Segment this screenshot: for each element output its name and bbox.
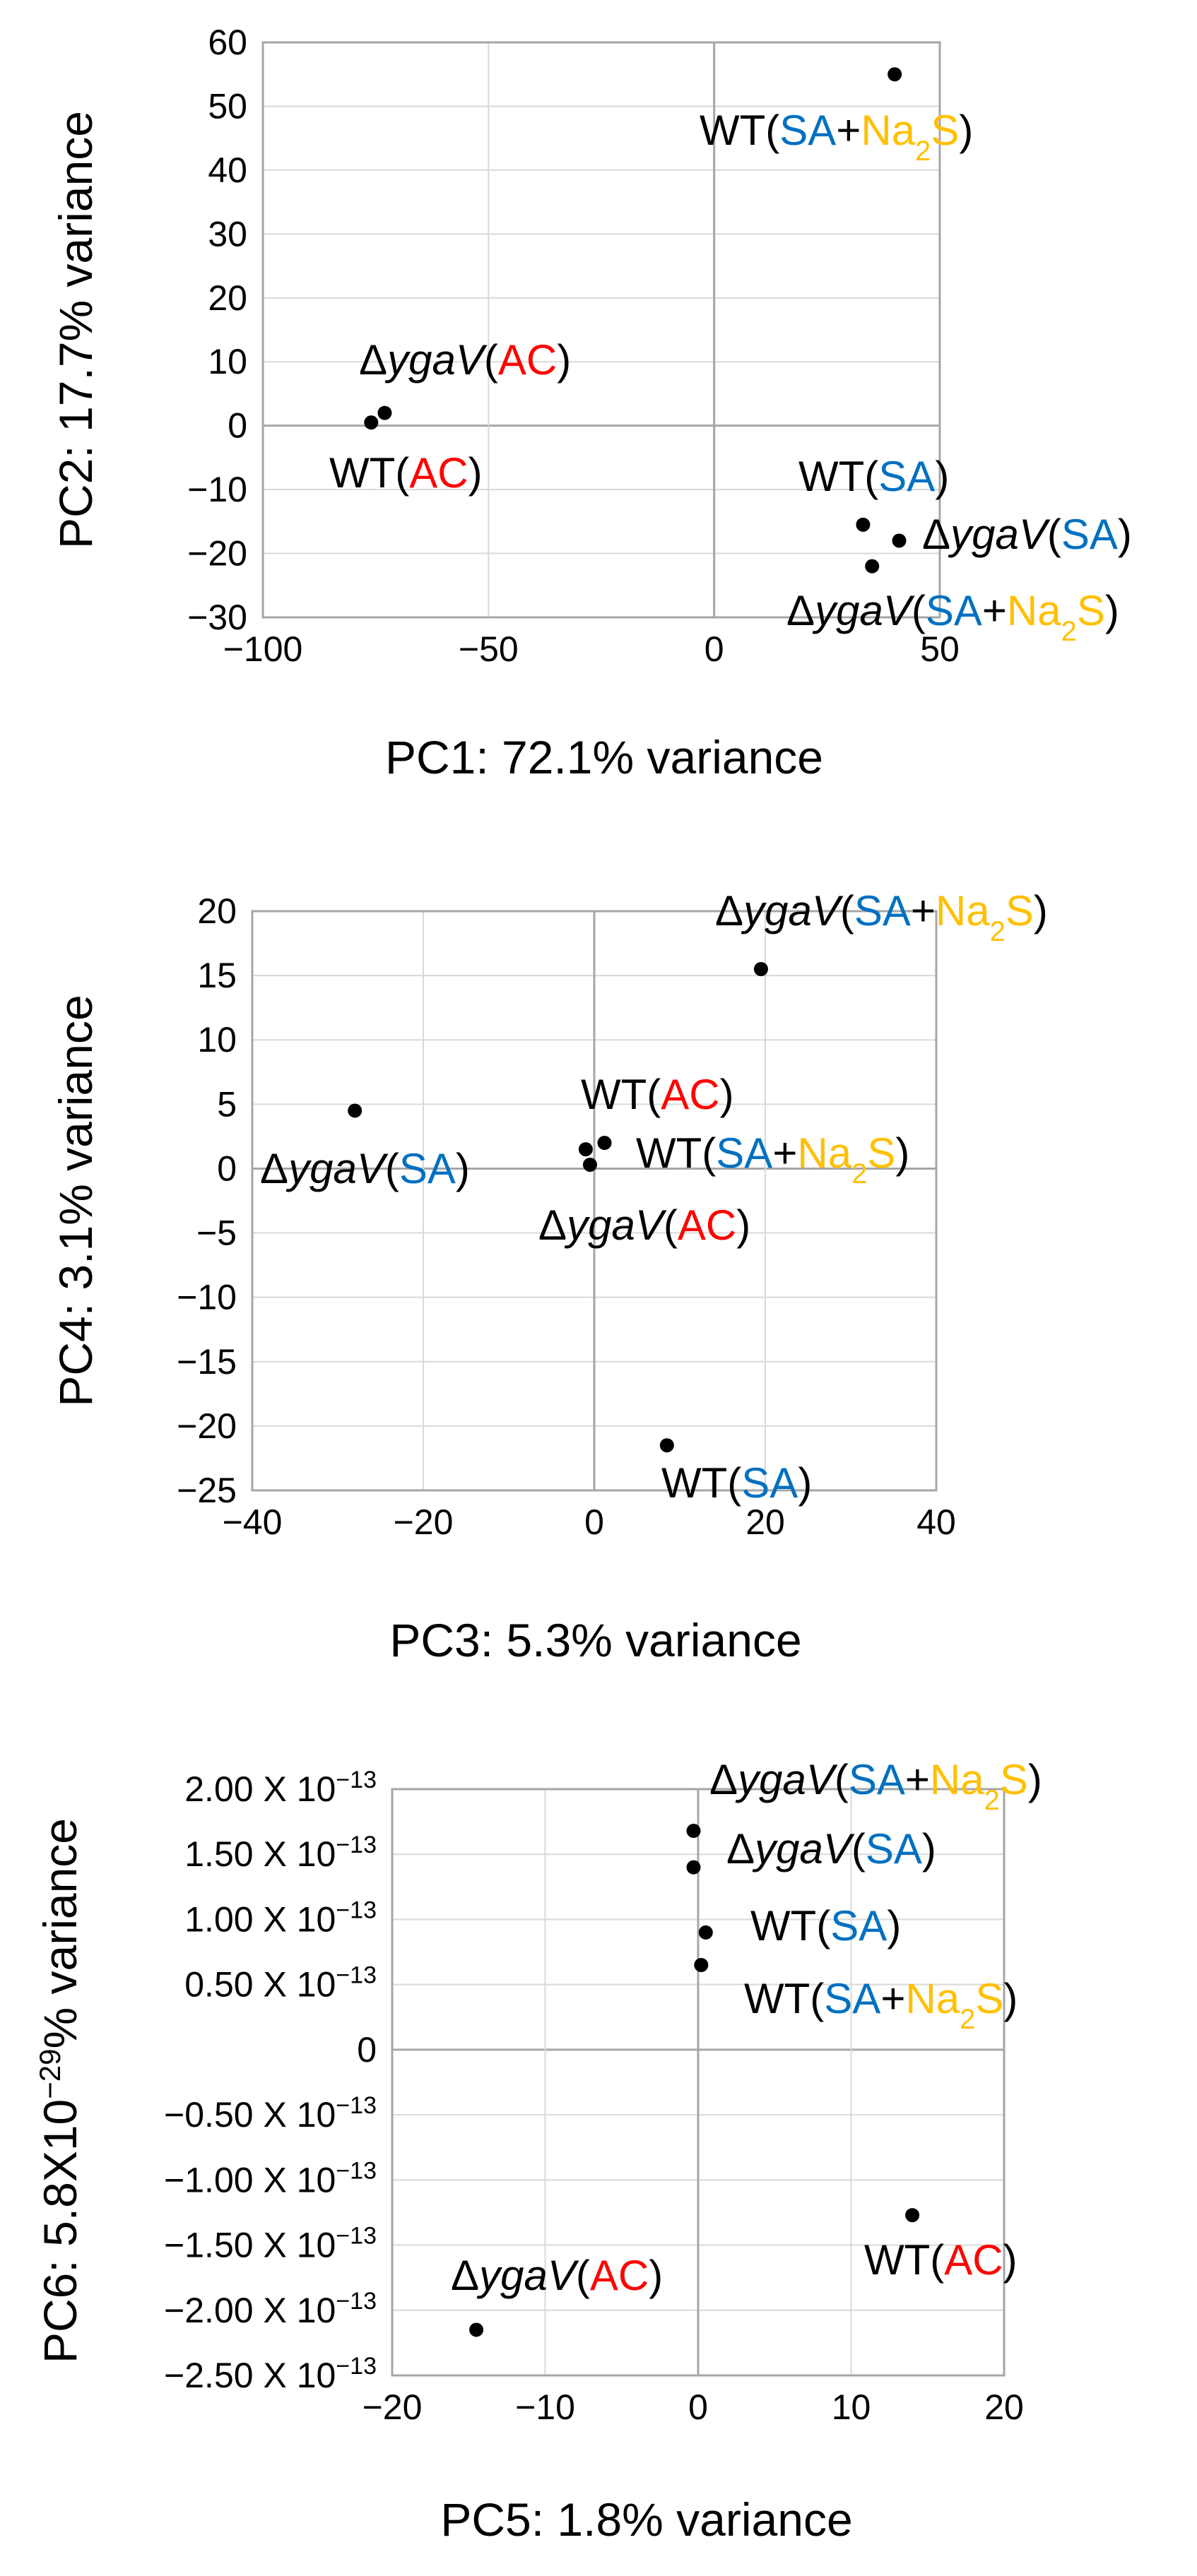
y-tick-label: −2.50 X 10−13 (164, 2353, 377, 2395)
panel-pc5-pc6: −20 −10 0 10 20 2.00 X 10−13 1.50 X 10−13 1.00 … (33, 1756, 1042, 2546)
point-label-dygav-sa: ΔygaV(SA) (922, 511, 1132, 558)
y-tick-label: 1.00 X 10−13 (184, 1897, 377, 1939)
data-point (597, 1136, 612, 1150)
plot-frame (261, 41, 941, 619)
data-point (905, 2208, 920, 2223)
x-tick-label: 0 (584, 1502, 604, 1542)
y-tick-label: −0.50 X 10−13 (164, 2092, 377, 2135)
data-point (377, 405, 392, 420)
y-tick-label: −20 (177, 1406, 237, 1446)
y-tick-label: 10 (197, 1020, 237, 1060)
y-tick-label: 10 (208, 342, 247, 381)
point-label-wt-ac: WT(AC) (581, 1071, 734, 1118)
y-tick-label: −25 (177, 1471, 237, 1510)
y-tick-label: −5 (196, 1213, 237, 1253)
x-axis-label: PC3: 5.3% variance (389, 1614, 801, 1666)
data-point (364, 415, 379, 430)
point-label-dygav-ac: ΔygaV(AC) (538, 1201, 750, 1249)
point-label-wt-sa-na2s: WT(SA+Na2S) (744, 1975, 1018, 2035)
panel-pc3-pc4: −40 −20 0 20 40 20 15 10 5 0 −5 −10 −15 −20 −25 PC4: 3… (49, 887, 1048, 1666)
data-point (892, 533, 907, 548)
y-axis-label: PC4: 3.1% variance (49, 995, 102, 1406)
y-tick-label: 20 (208, 278, 247, 318)
data-point (659, 1438, 674, 1453)
point-label-wt-ac: WT(AC) (329, 449, 483, 497)
y-tick-label: 40 (208, 150, 247, 190)
x-tick-label: 40 (916, 1502, 956, 1542)
y-tick-label: −10 (177, 1278, 237, 1317)
panel-pc1-pc2: −100 −50 0 50 60 50 40 30 20 10 0 −10 −20 −30 PC2: 17… (49, 23, 1132, 783)
point-label-dygav-sa: ΔygaV(SA) (726, 1825, 936, 1872)
x-tick-label: 50 (920, 629, 960, 669)
data-point (856, 517, 871, 532)
y-tick-label: 0.50 X 10−13 (184, 1962, 377, 2005)
x-axis-label: PC1: 72.1% variance (385, 731, 823, 783)
x-tick-label: 20 (745, 1502, 785, 1542)
x-tick-label: −50 (459, 629, 519, 669)
y-tick-label: −2.00 X 10−13 (164, 2288, 377, 2330)
y-tick-label: 0 (228, 406, 247, 446)
y-tick-label: 0 (357, 2030, 377, 2070)
x-tick-label: −100 (223, 629, 303, 669)
y-tick-label: −1.00 X 10−13 (164, 2157, 377, 2200)
y-tick-label: 20 (197, 891, 237, 931)
data-point (348, 1103, 362, 1118)
y-tick-label: 1.50 X 10−13 (184, 1832, 377, 1874)
point-label-wt-sa: WT(SA) (750, 1902, 901, 1949)
point-label-dygav-sa-na2s: ΔygaV(SA+Na2S) (715, 887, 1048, 947)
y-tick-label: 5 (217, 1084, 237, 1124)
x-tick-label: 10 (832, 2387, 871, 2427)
y-tick-label: −20 (187, 534, 247, 574)
y-tick-label: 2.00 X 10−13 (184, 1767, 377, 1809)
y-tick-label: 60 (208, 23, 247, 62)
point-label-dygav-sa-na2s: ΔygaV(SA+Na2S) (709, 1756, 1042, 1816)
y-tick-label: −30 (187, 598, 247, 637)
plot-frame (251, 910, 938, 1492)
data-point (888, 67, 902, 82)
y-axis-label: PC2: 17.7% variance (49, 111, 102, 549)
point-label-wt-sa-na2s: WT(SA+Na2S) (636, 1129, 909, 1189)
data-point (753, 962, 768, 976)
data-point (578, 1142, 593, 1157)
y-tick-label: −15 (177, 1342, 237, 1382)
point-label-dygav-ac: ΔygaV(AC) (359, 336, 571, 384)
data-point (582, 1157, 597, 1172)
y-tick-label: −10 (187, 470, 247, 509)
point-label-wt-sa: WT(SA) (798, 453, 949, 500)
x-axis-label: PC5: 1.8% variance (440, 2493, 852, 2546)
point-label-wt-sa: WT(SA) (661, 1459, 812, 1507)
y-axis-label: PC6: 5.8X10−29% variance (33, 1818, 87, 2363)
point-label-wt-ac: WT(AC) (864, 2236, 1018, 2284)
y-tick-label: 0 (217, 1148, 237, 1188)
data-point (694, 1958, 709, 1972)
x-tick-label: 0 (704, 629, 724, 669)
data-point (686, 1824, 701, 1839)
x-tick-label: 20 (984, 2387, 1024, 2427)
x-tick-label: −10 (515, 2387, 575, 2427)
x-tick-label: −40 (223, 1502, 283, 1542)
data-point (686, 1860, 701, 1875)
plot-frame (391, 1788, 1006, 2377)
data-point (469, 2322, 484, 2337)
y-tick-label: 30 (208, 214, 247, 254)
y-tick-label: 50 (208, 86, 247, 126)
y-tick-label: −1.50 X 10−13 (164, 2223, 377, 2265)
x-tick-label: 0 (688, 2387, 708, 2427)
x-tick-label: −20 (394, 1502, 454, 1542)
point-label-dygav-ac: ΔygaV(AC) (451, 2252, 663, 2299)
point-label-dygav-sa: ΔygaV(SA) (260, 1145, 470, 1192)
data-point (698, 1925, 713, 1940)
data-point (865, 559, 880, 574)
y-tick-label: 15 (197, 956, 237, 995)
x-tick-label: −20 (362, 2387, 423, 2427)
point-label-dygav-sa-na2s: ΔygaV(SA+Na2S) (786, 587, 1119, 647)
point-label-wt-sa-na2s: WT(SA+Na2S) (700, 107, 973, 167)
